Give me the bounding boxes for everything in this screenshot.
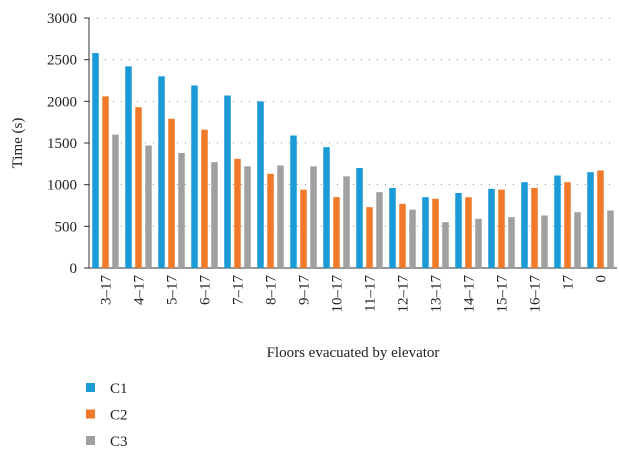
y-tick-label: 1500 <box>47 136 77 152</box>
x-tick-label: 10–17 <box>330 275 346 313</box>
bar <box>389 188 396 268</box>
bar <box>178 153 185 268</box>
bar <box>125 66 132 268</box>
legend-swatch <box>86 436 95 445</box>
y-tick-label: 3000 <box>47 11 77 27</box>
bar <box>310 166 317 268</box>
bar <box>257 101 264 268</box>
x-tick-label: 13–17 <box>429 275 445 313</box>
bar <box>112 134 119 268</box>
y-tick-label: 1000 <box>47 178 77 194</box>
bar <box>498 189 505 268</box>
bar <box>607 210 614 268</box>
x-tick-label: 4–17 <box>132 275 148 306</box>
x-tick-label: 16–17 <box>528 275 544 313</box>
x-tick-label: 8–17 <box>264 275 280 306</box>
y-tick-label: 0 <box>70 261 78 277</box>
legend-swatch <box>86 409 95 419</box>
bar <box>376 192 383 268</box>
x-tick-label: 6–17 <box>198 275 214 306</box>
bar <box>277 165 284 268</box>
bar <box>92 53 99 268</box>
bar <box>234 158 241 268</box>
bar <box>541 215 548 268</box>
bar <box>135 107 142 269</box>
legend-label: C1 <box>110 381 128 397</box>
x-tick-label: 9–17 <box>297 275 313 306</box>
x-tick-label: 12–17 <box>396 275 412 313</box>
bar <box>521 182 528 268</box>
bar <box>102 96 109 268</box>
bar <box>366 207 373 268</box>
bar <box>475 218 482 268</box>
bar <box>300 189 307 268</box>
bar <box>531 188 538 268</box>
x-tick-label: 15–17 <box>495 275 511 313</box>
bar <box>442 222 449 268</box>
bar <box>465 197 472 268</box>
bar <box>201 129 208 268</box>
bar <box>211 162 218 268</box>
bar <box>597 170 604 268</box>
bar <box>191 85 198 268</box>
bar <box>554 175 561 268</box>
bar <box>343 176 350 268</box>
legend-swatch <box>86 383 95 392</box>
x-tick-label: 7–17 <box>231 275 247 306</box>
bar <box>333 197 340 268</box>
bar <box>323 147 330 268</box>
bar <box>267 173 274 268</box>
x-tick-label: 0 <box>594 275 610 283</box>
y-tick-label: 500 <box>55 219 78 235</box>
y-tick-label: 2000 <box>47 94 77 110</box>
bar <box>564 182 571 268</box>
bar <box>356 168 363 268</box>
y-axis-label: Time (s) <box>10 118 26 169</box>
bar <box>399 203 406 268</box>
legend-label: C2 <box>110 408 128 424</box>
x-tick-label: 11–17 <box>363 275 379 312</box>
bar <box>508 217 515 268</box>
bar <box>145 145 152 268</box>
y-tick-label: 2500 <box>47 53 77 69</box>
x-tick-label: 3–17 <box>99 275 115 306</box>
bar <box>455 193 462 268</box>
x-axis-label: Floors evacuated by elevator <box>267 345 440 361</box>
x-tick-label: 14–17 <box>462 275 478 313</box>
bar <box>574 212 581 268</box>
bar <box>488 188 495 268</box>
bar <box>168 118 175 268</box>
bar <box>290 135 297 268</box>
bar <box>224 95 231 268</box>
bar <box>244 166 251 268</box>
x-tick-label: 5–17 <box>165 275 181 306</box>
x-tick-label: 17 <box>561 275 577 291</box>
bar <box>432 198 439 268</box>
bar <box>409 209 416 268</box>
bar <box>587 172 594 268</box>
bar <box>158 76 165 268</box>
bar <box>422 197 429 268</box>
legend-label: C3 <box>110 434 128 450</box>
